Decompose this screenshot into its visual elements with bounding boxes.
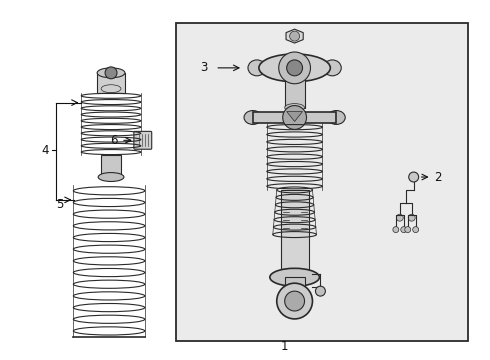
Bar <box>253 112 336 123</box>
Ellipse shape <box>248 60 266 76</box>
Ellipse shape <box>259 54 330 82</box>
Polygon shape <box>286 29 303 43</box>
Circle shape <box>105 67 117 79</box>
Circle shape <box>393 227 399 233</box>
Ellipse shape <box>327 111 345 125</box>
Ellipse shape <box>244 111 262 125</box>
Text: 6: 6 <box>110 134 118 147</box>
Ellipse shape <box>323 60 341 76</box>
Text: 2: 2 <box>435 171 442 184</box>
Text: 5: 5 <box>56 198 63 211</box>
Circle shape <box>283 105 307 129</box>
Text: 1: 1 <box>281 339 289 353</box>
Circle shape <box>409 172 418 182</box>
Ellipse shape <box>285 104 305 112</box>
Circle shape <box>290 31 299 41</box>
Bar <box>281 190 309 269</box>
Circle shape <box>396 214 403 221</box>
Circle shape <box>279 52 311 84</box>
Bar <box>175 23 468 341</box>
Text: 3: 3 <box>200 61 207 75</box>
Text: 4: 4 <box>42 144 49 157</box>
Bar <box>285 78 305 108</box>
Circle shape <box>285 291 305 311</box>
Circle shape <box>413 227 418 233</box>
FancyBboxPatch shape <box>134 131 152 149</box>
Bar <box>285 277 305 297</box>
Circle shape <box>277 283 313 319</box>
Circle shape <box>287 60 302 76</box>
Circle shape <box>408 214 415 221</box>
Circle shape <box>316 286 325 296</box>
Bar <box>97 73 125 93</box>
Ellipse shape <box>270 268 319 286</box>
Ellipse shape <box>98 172 124 181</box>
Polygon shape <box>287 112 302 121</box>
Circle shape <box>405 227 411 233</box>
Ellipse shape <box>97 68 125 78</box>
Circle shape <box>401 227 407 233</box>
Bar <box>101 155 121 177</box>
